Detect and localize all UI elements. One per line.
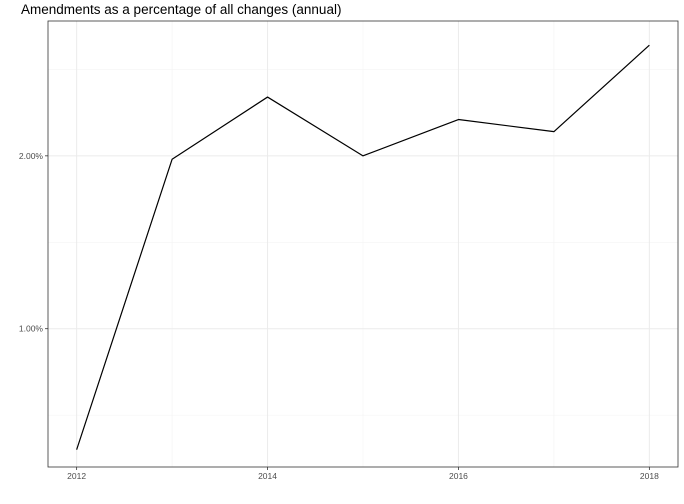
- y-axis: 1.00% 2.00%: [19, 151, 48, 334]
- chart-title: Amendments as a percentage of all change…: [21, 2, 341, 17]
- series-line: [76, 44, 650, 450]
- x-axis: 2012 2014 2016 2018: [67, 467, 659, 481]
- x-tick-label: 2016: [449, 471, 468, 481]
- plot-panel-border: [47, 20, 679, 468]
- y-tick-label: 2.00%: [19, 151, 44, 161]
- x-tick-label: 2018: [640, 471, 659, 481]
- series-layer: [76, 44, 650, 450]
- x-tick-label: 2012: [67, 471, 86, 481]
- y-tick-label: 1.00%: [19, 324, 44, 334]
- minor-gridlines: [48, 21, 678, 467]
- x-tick-label: 2014: [258, 471, 277, 481]
